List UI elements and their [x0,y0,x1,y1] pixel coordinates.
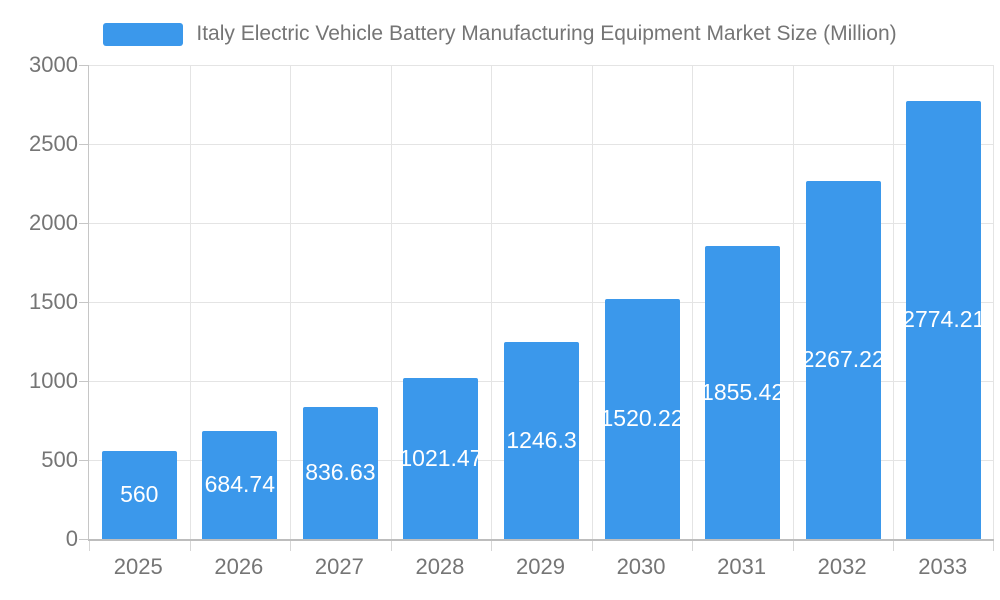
h-gridline [89,143,994,145]
x-tick-label: 2028 [415,554,465,579]
y-axis-tick [79,143,88,145]
bar: 560 [101,450,177,539]
x-axis-tick [993,541,994,551]
x-axis-tick [893,541,895,551]
bar-value-label: 1855.42 [705,378,781,405]
y-tick-label: 2500 [29,131,78,156]
v-gridline [591,65,593,539]
v-gridline [993,65,994,539]
x-tick-label: 2032 [817,554,867,579]
x-axis-tick [591,541,593,551]
bar-value-label: 1520.22 [604,405,680,432]
x-axis-tick [290,541,292,551]
x-tick-label: 2026 [214,554,264,579]
h-gridline [89,222,994,224]
v-gridline [491,65,493,539]
v-gridline [893,65,895,539]
bar-value-label: 684.74 [204,471,275,498]
bar-value-label: 2267.22 [805,346,881,373]
y-tick-label: 500 [41,447,78,472]
legend-swatch[interactable] [103,22,184,46]
y-tick-label: 0 [65,526,78,551]
x-axis-tick [189,541,191,551]
bar-value-label: 1021.47 [403,444,479,471]
x-axis-tick [491,541,493,551]
bar: 1021.47 [403,377,479,539]
x-axis-tick [692,541,694,551]
v-gridline [792,65,794,539]
bar: 1520.22 [604,298,680,539]
y-axis-tick [79,538,88,540]
legend: Italy Electric Vehicle Battery Manufactu… [0,20,1000,48]
x-tick-label: 2031 [717,554,767,579]
y-axis-tick [79,64,88,66]
x-axis-tick [792,541,794,551]
bar-value-label: 560 [120,481,159,508]
h-gridline [89,64,994,66]
y-axis-tick [79,301,88,303]
bar-value-label: 2774.21 [906,306,982,333]
y-tick-label: 3000 [29,52,78,77]
y-tick-label: 1000 [29,368,78,393]
bar-value-label: 836.63 [305,459,376,486]
y-axis-tick [79,380,88,382]
bar-value-label: 1246.3 [506,427,577,454]
x-tick-label: 2033 [918,554,968,579]
y-tick-label: 1500 [29,289,78,314]
x-tick-label: 2025 [113,554,163,579]
bar: 2267.22 [805,180,881,539]
v-gridline [290,65,292,539]
v-gridline [692,65,694,539]
x-axis-tick [89,541,90,551]
x-axis-tick [390,541,392,551]
bar: 2774.21 [906,100,982,539]
chart-title[interactable]: Italy Electric Vehicle Battery Manufactu… [196,22,897,45]
plot-area: 560 684.74 836.63 1021.47 1246.3 1520.22 1855.… [79,64,994,551]
v-gridline [189,65,191,539]
bar: 1855.42 [705,245,781,539]
x-tick-label: 2030 [616,554,666,579]
bar: 684.74 [202,430,278,539]
bar: 836.63 [302,406,378,539]
y-axis-tick [79,222,88,224]
v-gridline [390,65,392,539]
x-tick-label: 2029 [516,554,565,579]
y-tick-label: 2000 [29,210,78,235]
bar: 1246.3 [504,342,579,539]
y-axis-tick [79,459,88,461]
h-gridline [89,301,994,303]
x-tick-label: 2027 [314,554,364,579]
